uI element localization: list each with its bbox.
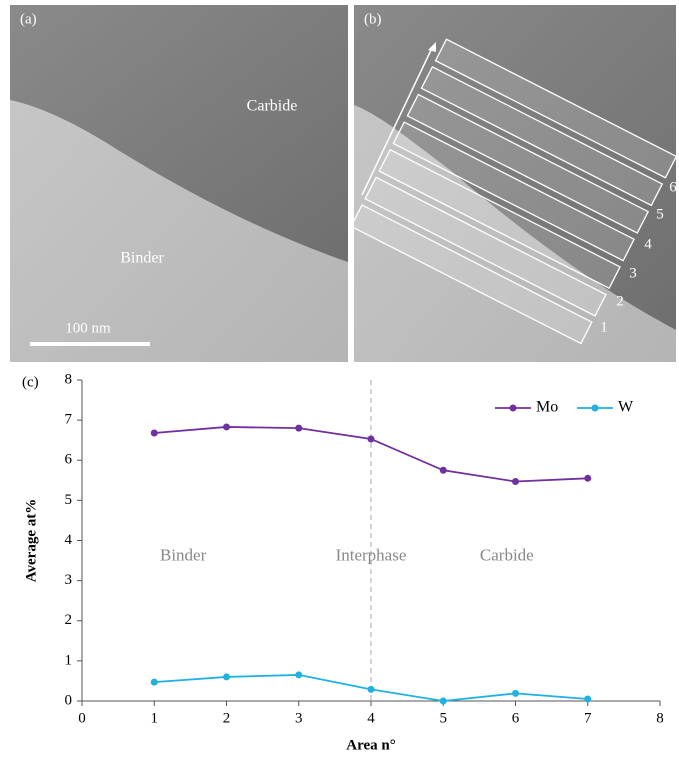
y-tick-label: 8 xyxy=(65,371,73,387)
y-tick-label: 1 xyxy=(65,652,73,668)
area-label: 5 xyxy=(656,206,664,222)
area-label: 6 xyxy=(669,179,677,195)
legend-marker xyxy=(509,404,517,412)
data-point xyxy=(584,695,592,703)
region-label: Carbide xyxy=(247,98,298,115)
data-point xyxy=(223,423,230,431)
area-label: 1 xyxy=(600,319,608,335)
data-point xyxy=(439,466,447,474)
image-a: (a) Carbide Binder 100 nm xyxy=(10,5,348,362)
x-tick-label: 7 xyxy=(584,710,592,726)
panel-label: (a) xyxy=(20,11,37,27)
data-point xyxy=(367,435,375,443)
y-axis-label: Average at% xyxy=(23,499,39,582)
legend-marker xyxy=(591,404,599,412)
data-point xyxy=(439,697,447,705)
x-tick-label: 3 xyxy=(295,710,303,726)
data-point xyxy=(295,424,303,432)
data-point xyxy=(295,671,303,679)
y-tick-label: 0 xyxy=(65,692,73,708)
x-tick-label: 4 xyxy=(367,710,375,726)
x-tick-label: 6 xyxy=(512,710,520,726)
x-axis-label: Area n° xyxy=(346,737,395,753)
region-label: Binder xyxy=(120,250,164,267)
panel-label: (b) xyxy=(364,11,382,27)
chart: 0 1 2 3 4 5 6 7 8 0 1 2 3 4 5 6 7 8 Area n° Average at% (c) B… xyxy=(22,371,664,753)
legend-label: W xyxy=(618,399,634,416)
panel-label: (c) xyxy=(22,374,39,390)
area-label: 2 xyxy=(616,293,624,309)
x-tick-label: 2 xyxy=(223,710,231,726)
legend-label: Mo xyxy=(536,399,558,416)
data-point xyxy=(150,429,158,437)
y-tick-label: 4 xyxy=(65,532,73,548)
data-point xyxy=(150,678,158,686)
x-tick-label: 5 xyxy=(440,710,448,726)
x-tick-label: 1 xyxy=(151,710,159,726)
y-tick-label: 2 xyxy=(65,612,73,628)
scale-label: 100 nm xyxy=(65,320,111,336)
data-point xyxy=(223,673,230,681)
y-tick-label: 6 xyxy=(65,452,73,468)
data-point xyxy=(512,689,519,697)
annotation: Interphase xyxy=(336,545,407,564)
y-tick-label: 7 xyxy=(65,412,73,428)
x-tick-label: 0 xyxy=(78,710,86,726)
y-tick-label: 3 xyxy=(65,572,73,588)
area-label: 4 xyxy=(644,236,652,252)
x-tick-label: 8 xyxy=(656,710,664,726)
annotation: Binder xyxy=(160,545,207,564)
annotation: Carbide xyxy=(480,545,534,564)
data-point xyxy=(512,478,519,486)
data-point xyxy=(584,474,592,482)
y-tick-label: 5 xyxy=(65,492,73,508)
data-point xyxy=(367,685,375,693)
area-label: 3 xyxy=(629,265,637,281)
